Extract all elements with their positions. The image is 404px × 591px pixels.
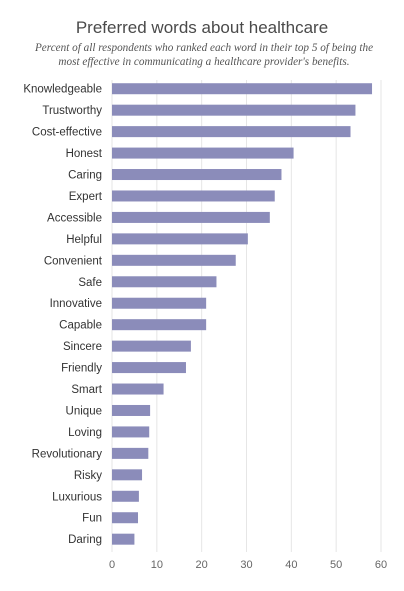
bar	[112, 533, 135, 545]
category-label: Honest	[66, 148, 103, 160]
x-axis-tick-labels: 0 10 20 30 40 50 60	[109, 559, 387, 571]
bar	[112, 362, 186, 374]
category-label: Knowledgeable	[23, 84, 102, 96]
x-tick-label: 60	[375, 559, 387, 571]
bar	[112, 297, 207, 309]
category-label: Expert	[69, 191, 103, 203]
category-label: Risky	[74, 470, 102, 482]
bar	[112, 469, 143, 481]
category-label: Convenient	[44, 255, 103, 267]
category-label: Innovative	[50, 298, 102, 310]
category-label: Daring	[68, 534, 102, 546]
chart-title: Preferred words about healthcare	[75, 18, 329, 37]
bar	[112, 83, 373, 95]
bar	[112, 254, 236, 266]
category-label: Caring	[68, 170, 102, 182]
bar	[112, 512, 139, 524]
category-label: Friendly	[61, 363, 102, 375]
bar	[112, 319, 207, 331]
category-label: Luxurious	[52, 491, 102, 503]
bar	[112, 147, 294, 159]
bar	[112, 126, 351, 138]
bar	[112, 340, 191, 352]
category-label: Sincere	[63, 341, 102, 353]
x-tick-label: 50	[330, 559, 342, 571]
bar	[112, 233, 248, 245]
category-label: Smart	[71, 384, 102, 396]
bar	[112, 276, 217, 288]
category-label: Loving	[68, 427, 102, 439]
category-label: Cost-effective	[32, 127, 102, 139]
bars	[112, 83, 373, 545]
category-label: Unique	[66, 405, 102, 417]
category-labels: Knowledgeable Trustworthy Cost-effective Ho…	[23, 84, 102, 546]
bar	[112, 383, 164, 395]
x-tick-label: 20	[196, 559, 208, 571]
x-tick-label: 30	[240, 559, 252, 571]
category-label: Trustworthy	[42, 105, 102, 117]
bar	[112, 447, 149, 459]
bar	[112, 211, 270, 223]
x-tick-label: 40	[285, 559, 297, 571]
category-label: Capable	[59, 320, 102, 332]
category-label: Safe	[78, 277, 102, 289]
chart-subtitle: Percent of all respondents who ranked ea…	[34, 42, 374, 68]
category-label: Helpful	[66, 234, 102, 246]
bar	[112, 104, 356, 116]
bar	[112, 404, 151, 416]
category-label: Fun	[82, 513, 102, 525]
bar	[112, 169, 282, 181]
bar	[112, 490, 139, 502]
bar	[112, 426, 150, 438]
x-tick-label: 10	[151, 559, 163, 571]
bar	[112, 190, 275, 202]
x-tick-label: 0	[109, 559, 115, 571]
category-label: Revolutionary	[32, 448, 103, 460]
gridlines	[111, 80, 382, 552]
category-label: Accessible	[47, 212, 102, 224]
